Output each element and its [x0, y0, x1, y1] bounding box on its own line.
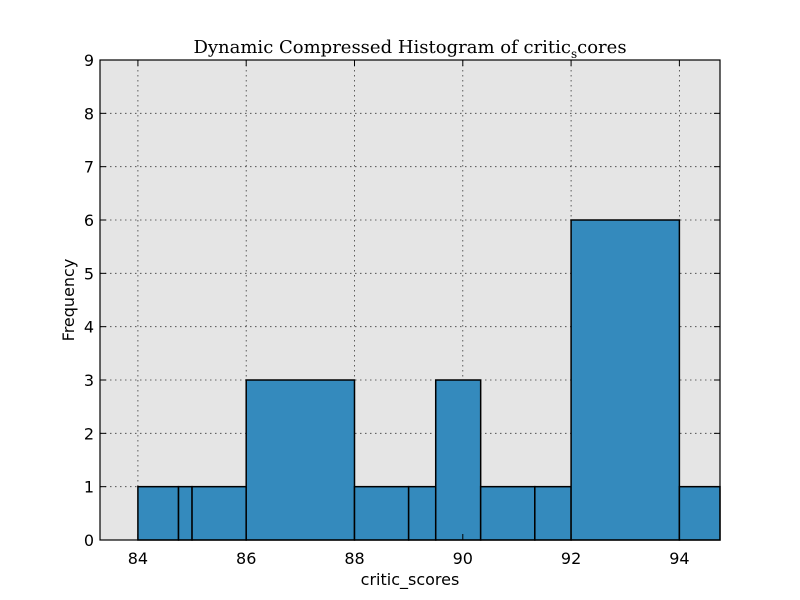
y-tick-label: 0 — [84, 531, 94, 550]
y-tick-label: 5 — [84, 264, 94, 283]
histogram-bar — [434, 379, 482, 541]
y-tick-label: 9 — [84, 51, 94, 70]
x-tick-label: 92 — [561, 549, 581, 568]
histogram-bar — [479, 485, 536, 541]
y-axis-label: Frequency — [59, 259, 78, 342]
y-tick-label: 3 — [84, 371, 94, 390]
bars-group — [137, 219, 721, 541]
y-tick-label: 8 — [84, 104, 94, 123]
chart-title: Dynamic Compressed Histogram of criticsc… — [193, 37, 626, 61]
y-tick-label: 6 — [84, 211, 94, 230]
histogram-bar — [245, 379, 356, 541]
chart-title-main: Dynamic Compressed Histogram of critic — [193, 37, 571, 58]
y-tick-label: 4 — [84, 318, 94, 337]
y-tick-labels: 0 1 2 3 4 5 6 7 8 9 — [84, 51, 94, 550]
chart-title-tail: cores — [577, 37, 626, 58]
x-tick-label: 88 — [344, 549, 364, 568]
x-tick-label: 94 — [669, 549, 689, 568]
histogram-bar — [407, 485, 437, 541]
y-tick-label: 2 — [84, 424, 94, 443]
histogram-bar — [177, 485, 193, 541]
x-tick-label: 90 — [453, 549, 473, 568]
histogram-bar — [137, 485, 180, 541]
histogram-bar — [534, 485, 572, 541]
histogram-bar — [678, 485, 721, 541]
x-tick-label: 84 — [128, 549, 148, 568]
histogram-bar — [191, 485, 247, 541]
histogram-bar — [570, 219, 681, 541]
histogram-bar — [353, 485, 410, 541]
y-tick-label: 1 — [84, 478, 94, 497]
x-tick-labels: 84 86 88 90 92 94 — [128, 549, 690, 568]
x-tick-label: 86 — [236, 549, 256, 568]
plot-frame — [99, 59, 721, 541]
y-tick-label: 7 — [84, 158, 94, 177]
chart-title-subscript: s — [571, 47, 577, 61]
x-axis-label: critic_scores — [361, 570, 460, 590]
